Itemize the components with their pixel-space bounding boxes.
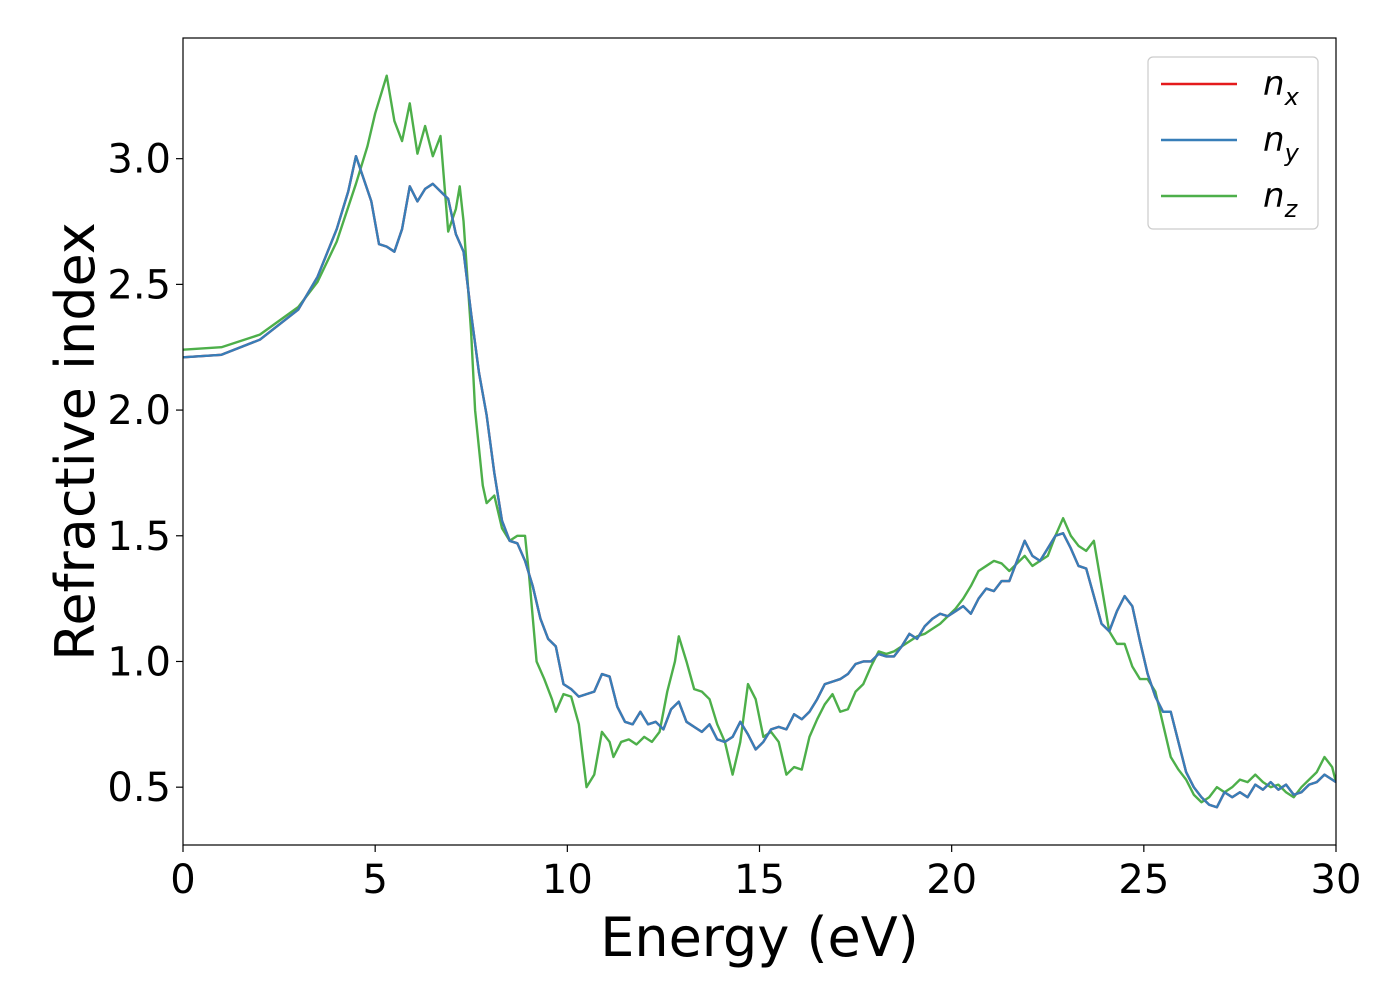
- x-tick-label: 10: [542, 857, 593, 903]
- x-tick-label: 5: [362, 857, 387, 903]
- legend-label-n-z: nz: [1263, 176, 1299, 223]
- legend-label-base: n: [1263, 176, 1285, 216]
- legend-label-base: n: [1263, 64, 1285, 104]
- y-tick-label: 3.0: [107, 137, 171, 183]
- y-axis: 0.5 1.0 1.5 2.0 2.5 3.0: [107, 137, 183, 811]
- x-axis: 0 5 10 15 20 25 30: [170, 845, 1361, 903]
- x-tick-label: 30: [1311, 857, 1362, 903]
- y-axis-title: Refractive index: [44, 222, 107, 661]
- y-tick-label: 2.5: [107, 262, 171, 308]
- x-axis-title: Energy (eV): [600, 906, 919, 969]
- legend-box: [1147, 56, 1319, 230]
- y-tick-label: 2.0: [107, 388, 171, 434]
- x-tick-label: 15: [734, 857, 785, 903]
- series-line-n-z: [183, 74, 1336, 804]
- legend-label-base: n: [1263, 120, 1285, 160]
- legend-label-n-y: ny: [1263, 120, 1300, 167]
- y-tick-label: 0.5: [107, 765, 171, 811]
- series-line-n-y: [183, 154, 1336, 809]
- legend-label-subscript: x: [1284, 83, 1300, 111]
- x-tick-label: 25: [1118, 857, 1169, 903]
- x-tick-label: 0: [170, 857, 195, 903]
- series-layer: [183, 74, 1336, 809]
- y-tick-label: 1.0: [107, 639, 171, 685]
- legend-label-subscript: z: [1284, 195, 1299, 223]
- legend-label-n-x: nx: [1263, 64, 1300, 111]
- legend-label-subscript: y: [1284, 139, 1300, 167]
- x-tick-label: 20: [926, 857, 977, 903]
- y-tick-label: 1.5: [107, 514, 171, 560]
